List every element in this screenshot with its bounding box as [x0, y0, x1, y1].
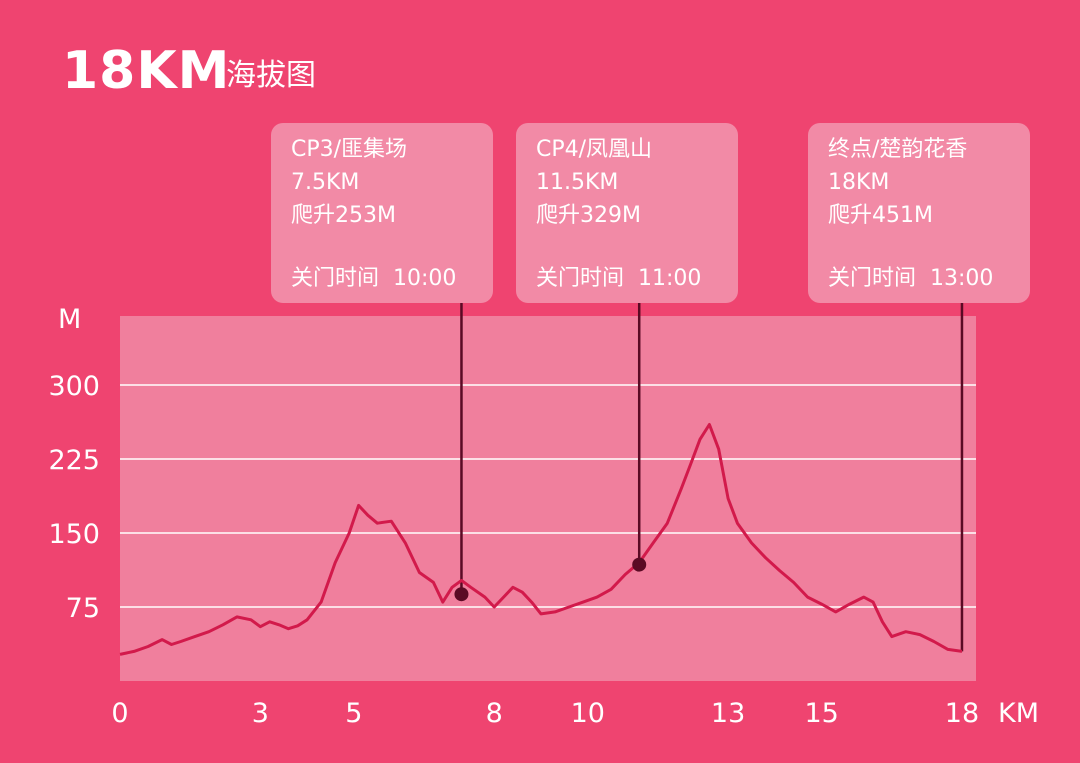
checkpoint-name: CP3/匪集场: [291, 137, 407, 162]
chart-subtitle: 海拔图: [226, 58, 316, 93]
checkpoint-name: CP4/凤凰山: [536, 137, 652, 162]
x-tick-label: 5: [345, 698, 362, 729]
checkpoint-climb: 爬升329M: [536, 203, 641, 228]
checkpoint-close-time: 关门时间 10:00: [291, 266, 456, 291]
y-tick-label: 225: [48, 445, 100, 476]
x-tick-label: 15: [804, 698, 838, 729]
checkpoint-climb: 爬升451M: [828, 203, 933, 228]
checkpoint-callouts: CP3/匪集场 7.5KM 爬升253M 关门时间 10:00 CP4/凤凰山 11.5K…: [271, 123, 1030, 652]
checkpoint-close-time: 关门时间 11:00: [536, 266, 701, 291]
checkpoint-distance: 7.5KM: [291, 170, 359, 195]
x-axis: 0 3 5 8 10 13 15 18: [111, 698, 979, 729]
y-axis-unit: M: [58, 304, 81, 335]
y-tick-label: 150: [48, 519, 100, 550]
x-tick-label: 10: [571, 698, 605, 729]
x-tick-label: 0: [111, 698, 128, 729]
checkpoint-distance: 18KM: [828, 170, 889, 195]
callout-box: [516, 123, 738, 303]
x-tick-label: 18: [945, 698, 979, 729]
checkpoint-callout: CP3/匪集场 7.5KM 爬升253M 关门时间 10:00: [271, 123, 493, 595]
checkpoint-markers: [454, 557, 647, 602]
x-axis-unit: KM: [998, 698, 1039, 729]
x-tick-label: 13: [711, 698, 745, 729]
checkpoint-name: 终点/楚韵花香: [828, 137, 967, 162]
chart-title: 18KM: [62, 41, 230, 101]
checkpoint-callout: CP4/凤凰山 11.5KM 爬升329M 关门时间 11:00: [516, 123, 738, 565]
y-tick-label: 300: [48, 371, 100, 402]
checkpoint-callout: 终点/楚韵花香 18KM 爬升451M 关门时间 13:00: [808, 123, 1030, 652]
checkpoint-climb: 爬升253M: [291, 203, 396, 228]
x-tick-label: 3: [252, 698, 269, 729]
grid-lines: [120, 384, 976, 608]
x-tick-label: 8: [486, 698, 503, 729]
y-axis: 75 150 225 300: [48, 371, 100, 624]
checkpoint-marker: [454, 587, 469, 602]
checkpoint-close-time: 关门时间 13:00: [828, 266, 993, 291]
checkpoint-marker: [632, 557, 647, 572]
elevation-line: [119, 423, 963, 656]
callout-box: [271, 123, 493, 303]
checkpoint-distance: 11.5KM: [536, 170, 618, 195]
plot-area: [120, 316, 976, 681]
callout-box: [808, 123, 1030, 303]
y-tick-label: 75: [66, 593, 100, 624]
